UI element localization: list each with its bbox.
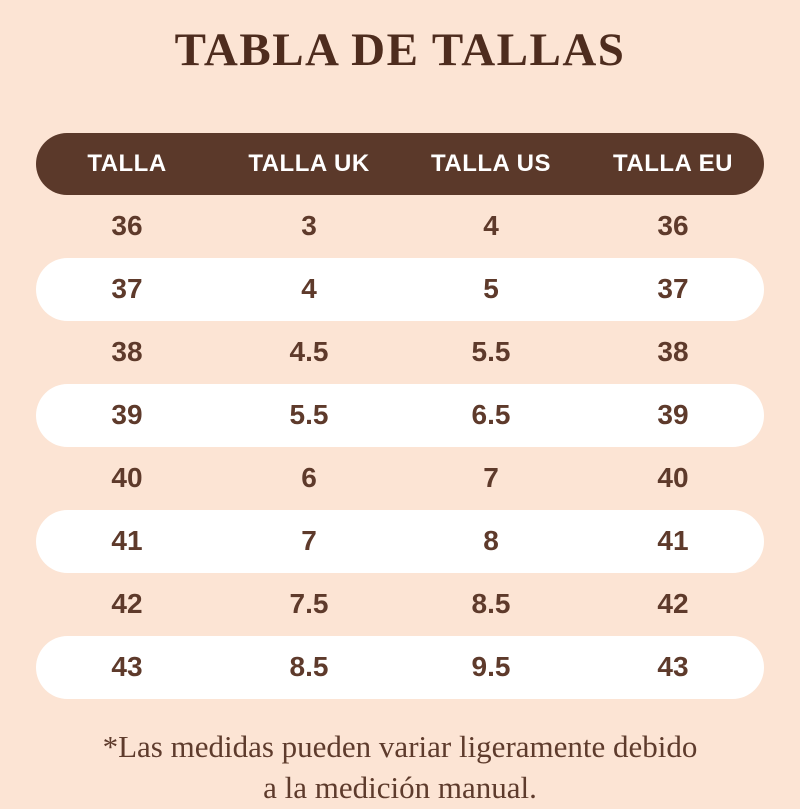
- table-row: 41 7 8 41: [36, 509, 764, 573]
- table-row: 36 3 4 36: [36, 195, 764, 258]
- table-row: 42 7.5 8.5 42: [36, 573, 764, 636]
- size-cell: 43: [657, 651, 689, 683]
- table-row: 39 5.5 6.5 39: [36, 383, 764, 447]
- footnote-line-2: a la medición manual.: [263, 769, 537, 805]
- size-cell: 42: [111, 588, 143, 620]
- size-cell: 39: [111, 399, 143, 431]
- size-cell: 8.5: [289, 651, 329, 683]
- size-table-header: TALLA TALLA UK TALLA US TALLA EU: [36, 132, 764, 195]
- size-cell: 6.5: [471, 399, 511, 431]
- size-cell: 40: [657, 462, 689, 494]
- table-row: 43 8.5 9.5 43: [36, 635, 764, 699]
- footnote-line-1: *Las medidas pueden variar ligeramente d…: [102, 728, 698, 764]
- table-row: 38 4.5 5.5 38: [36, 321, 764, 384]
- size-cell: 6: [301, 462, 317, 494]
- size-cell: 39: [657, 399, 689, 431]
- column-header-talla-us: TALLA US: [431, 149, 551, 177]
- size-cell: 7: [301, 525, 317, 557]
- size-cell: 5.5: [471, 336, 511, 368]
- size-cell: 4: [483, 210, 499, 242]
- size-table-body: 36 3 4 36 37 4 5 37 38 4.5 5.5 38 39 5.5 6.5 39 40 6 7 40 41…: [36, 195, 764, 699]
- table-row: 37 4 5 37: [36, 257, 764, 321]
- size-cell: 36: [657, 210, 689, 242]
- page-title: TABLA DE TALLAS: [174, 24, 626, 76]
- size-cell: 3: [301, 210, 317, 242]
- size-cell: 43: [111, 651, 143, 683]
- size-cell: 37: [657, 273, 689, 305]
- column-header-talla-uk: TALLA UK: [248, 149, 370, 177]
- size-cell: 37: [111, 273, 143, 305]
- size-cell: 7.5: [289, 588, 329, 620]
- size-cell: 40: [111, 462, 143, 494]
- size-cell: 38: [111, 336, 143, 368]
- size-table: TALLA TALLA UK TALLA US TALLA EU 36 3 4 36 3…: [36, 132, 764, 699]
- size-cell: 8: [483, 525, 499, 557]
- size-cell: 8.5: [471, 588, 511, 620]
- size-cell: 5.5: [289, 399, 329, 431]
- size-cell: 9.5: [471, 651, 511, 683]
- size-cell: 38: [657, 336, 689, 368]
- size-cell: 41: [111, 525, 143, 557]
- size-cell: 36: [111, 210, 143, 242]
- table-row: 40 6 7 40: [36, 447, 764, 510]
- size-cell: 4: [301, 273, 317, 305]
- size-cell: 42: [657, 588, 689, 620]
- footnote: *Las medidas pueden variar ligeramente d…: [103, 727, 698, 809]
- size-cell: 7: [483, 462, 499, 494]
- column-header-talla-eu: TALLA EU: [613, 149, 733, 177]
- size-cell: 4.5: [289, 336, 329, 368]
- column-header-talla: TALLA: [87, 149, 167, 177]
- size-cell: 41: [657, 525, 689, 557]
- size-cell: 5: [483, 273, 499, 305]
